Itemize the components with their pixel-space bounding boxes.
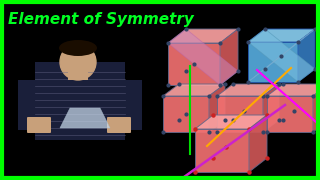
Polygon shape <box>248 29 315 82</box>
Polygon shape <box>248 42 298 82</box>
Polygon shape <box>248 29 315 82</box>
Bar <box>124 80 142 130</box>
Polygon shape <box>168 43 220 85</box>
FancyBboxPatch shape <box>27 117 51 133</box>
Polygon shape <box>248 29 315 42</box>
Polygon shape <box>209 84 225 132</box>
Polygon shape <box>195 129 249 172</box>
Polygon shape <box>168 29 238 85</box>
FancyBboxPatch shape <box>107 117 131 133</box>
Polygon shape <box>220 29 238 85</box>
Polygon shape <box>217 96 263 132</box>
Polygon shape <box>60 108 110 128</box>
Polygon shape <box>313 84 320 132</box>
Bar <box>18 80 36 130</box>
Polygon shape <box>263 84 279 132</box>
Bar <box>68 62 88 80</box>
Polygon shape <box>249 115 267 172</box>
Polygon shape <box>217 84 279 96</box>
Bar <box>35 62 125 140</box>
Polygon shape <box>163 96 209 132</box>
Polygon shape <box>298 29 315 82</box>
Polygon shape <box>163 84 225 96</box>
Polygon shape <box>267 84 320 96</box>
Polygon shape <box>168 29 238 43</box>
Ellipse shape <box>59 40 97 56</box>
Text: Element of Symmetry: Element of Symmetry <box>8 12 194 27</box>
Circle shape <box>60 44 96 80</box>
Polygon shape <box>267 96 313 132</box>
Polygon shape <box>195 115 267 129</box>
